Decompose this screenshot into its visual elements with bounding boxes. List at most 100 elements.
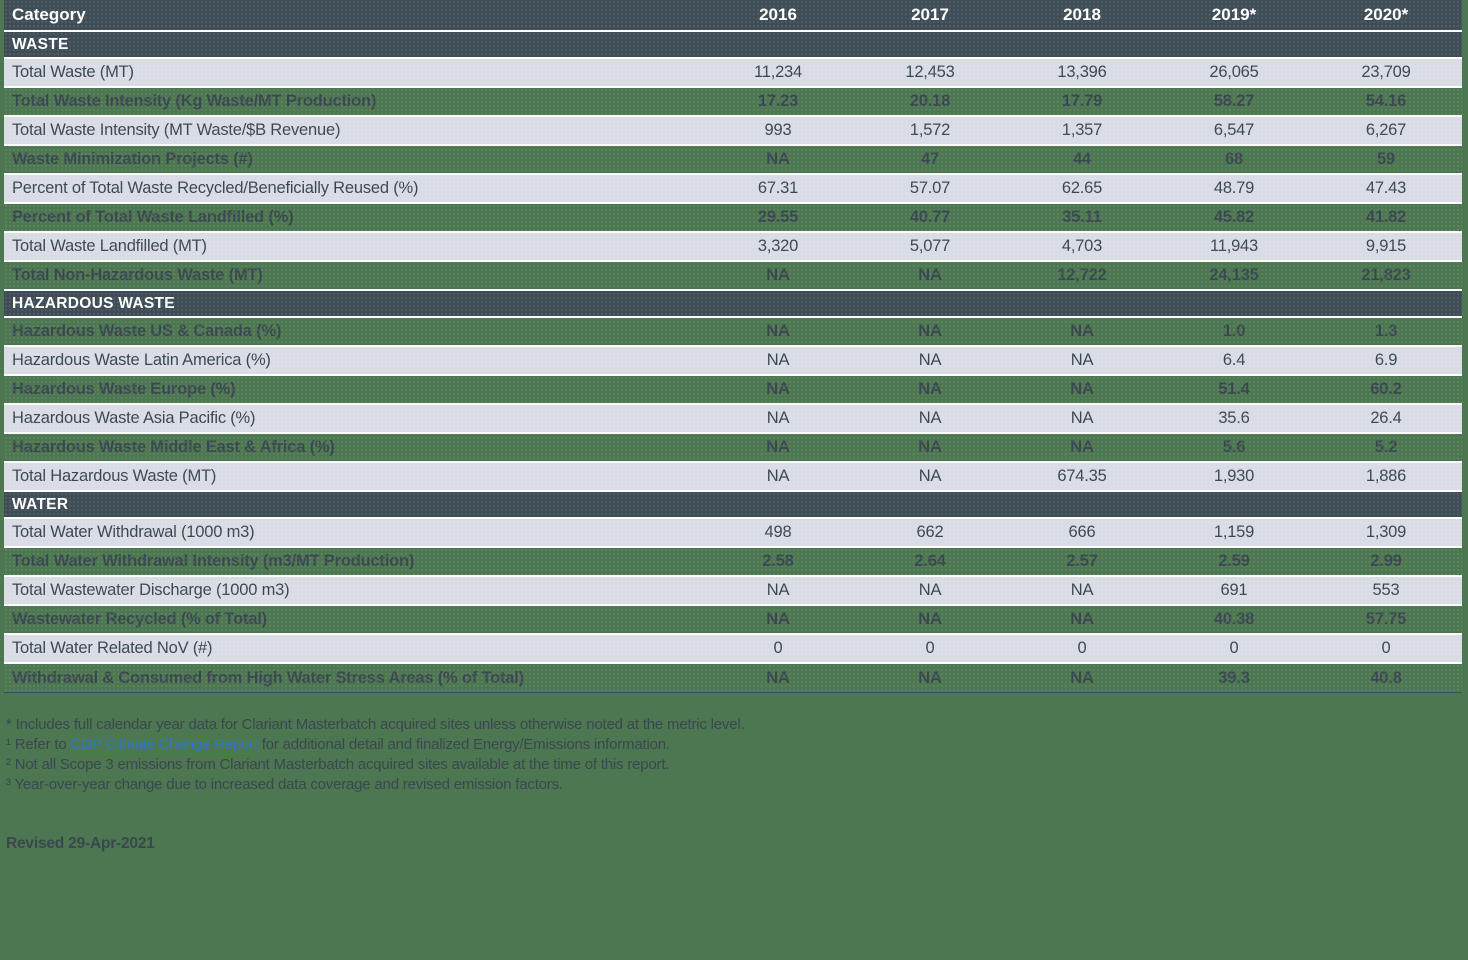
cell-value: 26,065 [1209, 63, 1259, 81]
cell-value: 498 [764, 523, 792, 541]
row-label: Total Waste (MT) [12, 63, 134, 81]
section-header-water: WATER [4, 492, 1462, 519]
table-row: Total Water Withdrawal (1000 m3) 498 662 66… [4, 519, 1462, 548]
row-label: Hazardous Waste US & Canada (%) [12, 322, 282, 340]
section-title: HAZARDOUS WASTE [12, 294, 175, 312]
cell-value: 24,135 [1209, 266, 1259, 284]
cell-value: 20.18 [909, 92, 951, 110]
row-label: Wastewater Recycled (% of Total) [12, 610, 267, 628]
row-label: Percent of Total Waste Landfilled (%) [12, 208, 294, 226]
cell-value: 11,234 [753, 63, 803, 81]
cell-value: 67.31 [757, 179, 799, 197]
table-body: WASTE Total Waste (MT) 11,234 12,453 13,396 2… [4, 32, 1462, 693]
cell-value: 1,930 [1213, 467, 1255, 485]
cell-value: 39.3 [1218, 668, 1250, 687]
cell-value: 12,453 [905, 63, 955, 81]
table-row: Total Wastewater Discharge (1000 m3) NA NA… [4, 577, 1462, 606]
cell-value: NA [918, 610, 942, 628]
table-row: Hazardous Waste Middle East & Africa (%)… [4, 434, 1462, 463]
section-title: WASTE [12, 35, 69, 53]
cell-value: 60.2 [1370, 380, 1402, 398]
cell-value: NA [918, 581, 942, 599]
cdp-climate-change-report-link[interactable]: CDP Climate Change Report [70, 736, 258, 754]
row-label: Hazardous Waste Europe (%) [12, 380, 236, 398]
cell-value: 1.0 [1222, 322, 1246, 340]
cell-value: 57.07 [909, 179, 951, 197]
footnote-1-prefix: ¹ Refer to [6, 736, 71, 753]
cell-value: NA [766, 322, 790, 340]
cell-value: 40.38 [1213, 610, 1255, 628]
cell-value: 44 [1073, 150, 1091, 168]
cell-value: 62.65 [1061, 179, 1103, 197]
cell-value: 2.99 [1370, 552, 1402, 570]
cell-value: 2.64 [914, 552, 946, 570]
cell-value: 35.6 [1218, 409, 1250, 427]
row-label: Total Water Withdrawal Intensity (m3/MT … [12, 552, 415, 570]
cell-value: NA [1070, 668, 1094, 687]
column-header-year: 2017 [911, 5, 949, 24]
cell-value: 6,547 [1213, 121, 1255, 139]
section-header-waste: WASTE [4, 32, 1462, 59]
cell-value: 13,396 [1057, 63, 1107, 81]
row-label: Hazardous Waste Asia Pacific (%) [12, 409, 256, 427]
cell-value: 4,703 [1061, 237, 1103, 255]
table-header-row: Category 2016 2017 2018 2019* 2020* [4, 0, 1462, 32]
cell-value: 12,722 [1057, 266, 1107, 284]
cell-value: 51.4 [1218, 380, 1250, 398]
footnote-1: ¹ Refer to CDP Climate Change Report for… [6, 735, 1462, 755]
cell-value: 47.43 [1365, 179, 1407, 197]
cell-value: 48.79 [1213, 179, 1255, 197]
cell-value: NA [918, 467, 942, 485]
table-row: Waste Minimization Projects (#) NA 47 44 68 5… [4, 146, 1462, 175]
table-row: Total Waste Intensity (MT Waste/$B Reven… [4, 117, 1462, 146]
cell-value: 1,309 [1365, 523, 1407, 541]
cell-value: 5.6 [1222, 438, 1246, 456]
footnote-asterisk: * Includes full calendar year data for C… [6, 716, 745, 733]
table-row: Total Water Withdrawal Intensity (m3/MT … [4, 548, 1462, 577]
cell-value: 3,320 [757, 237, 799, 255]
cell-value: NA [918, 351, 942, 369]
row-label: Total Waste Intensity (MT Waste/$B Reven… [12, 121, 341, 139]
cell-value: 0 [1229, 639, 1239, 657]
table-row: Hazardous Waste Latin America (%) NA NA NA 6… [4, 347, 1462, 376]
row-label: Total Non-Hazardous Waste (MT) [12, 266, 263, 284]
cell-value: NA [918, 380, 942, 398]
cell-value: 59 [1377, 150, 1395, 168]
cell-value: 662 [916, 523, 944, 541]
cell-value: 47 [921, 150, 939, 168]
footnote-2: ² Not all Scope 3 emissions from Clarian… [6, 756, 670, 773]
cell-value: 1,159 [1213, 523, 1255, 541]
table-row: Percent of Total Waste Landfilled (%) 29.… [4, 204, 1462, 233]
cell-value: 6.4 [1222, 351, 1246, 369]
cell-value: 17.79 [1061, 92, 1103, 110]
table-row: Total Waste Intensity (Kg Waste/MT Produ… [4, 88, 1462, 117]
cell-value: 0 [1381, 639, 1391, 657]
footnote-1-suffix: for additional detail and finalized Ener… [257, 736, 670, 753]
row-label: Hazardous Waste Middle East & Africa (%) [12, 438, 335, 456]
table-row: Total Non-Hazardous Waste (MT) NA NA 12,722… [4, 262, 1462, 291]
section-title: WATER [12, 495, 69, 513]
cell-value: 45.82 [1213, 208, 1255, 226]
cell-value: 6.9 [1374, 351, 1398, 369]
esg-metrics-page: Category 2016 2017 2018 2019* 2020* WASTE Tot… [4, 0, 1462, 852]
cell-value: NA [918, 668, 942, 687]
metrics-table: Category 2016 2017 2018 2019* 2020* WASTE Tot… [4, 0, 1462, 693]
cell-value: 6,267 [1365, 121, 1407, 139]
cell-value: NA [918, 322, 942, 340]
cell-value: NA [918, 409, 942, 427]
cell-value: 35.11 [1062, 208, 1102, 226]
table-row: Percent of Total Waste Recycled/Benefici… [4, 175, 1462, 204]
cell-value: 11,943 [1209, 237, 1259, 255]
footnotes: * Includes full calendar year data for C… [6, 715, 1462, 795]
cell-value: NA [1070, 351, 1094, 369]
cell-value: NA [766, 351, 790, 369]
cell-value: NA [1070, 409, 1094, 427]
row-label: Hazardous Waste Latin America (%) [12, 351, 271, 369]
cell-value: NA [766, 581, 790, 599]
cell-value: 21,823 [1361, 266, 1411, 284]
row-label: Percent of Total Waste Recycled/Benefici… [12, 179, 419, 197]
column-header-category: Category [12, 5, 86, 24]
cell-value: NA [766, 668, 790, 687]
cell-value: NA [1070, 581, 1094, 599]
cell-value: 57.75 [1365, 610, 1407, 628]
